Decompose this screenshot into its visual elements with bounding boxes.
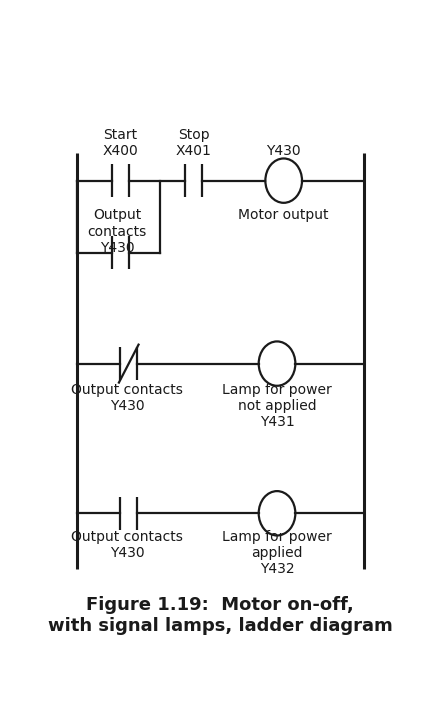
Text: Start
X400: Start X400: [102, 128, 138, 158]
Text: Figure 1.19:  Motor on-off,
with signal lamps, ladder diagram: Figure 1.19: Motor on-off, with signal l…: [48, 596, 393, 635]
Text: Stop
X401: Stop X401: [176, 128, 212, 158]
Text: Lamp for power
applied
Y432: Lamp for power applied Y432: [222, 530, 332, 576]
Text: Output
contacts
Y430: Output contacts Y430: [87, 208, 147, 255]
Text: Lamp for power
not applied
Y431: Lamp for power not applied Y431: [222, 383, 332, 429]
Text: Output contacts
Y430: Output contacts Y430: [71, 530, 183, 560]
Text: Motor output: Motor output: [239, 208, 329, 222]
Text: Y430: Y430: [266, 145, 301, 158]
Text: Output contacts
Y430: Output contacts Y430: [71, 383, 183, 413]
